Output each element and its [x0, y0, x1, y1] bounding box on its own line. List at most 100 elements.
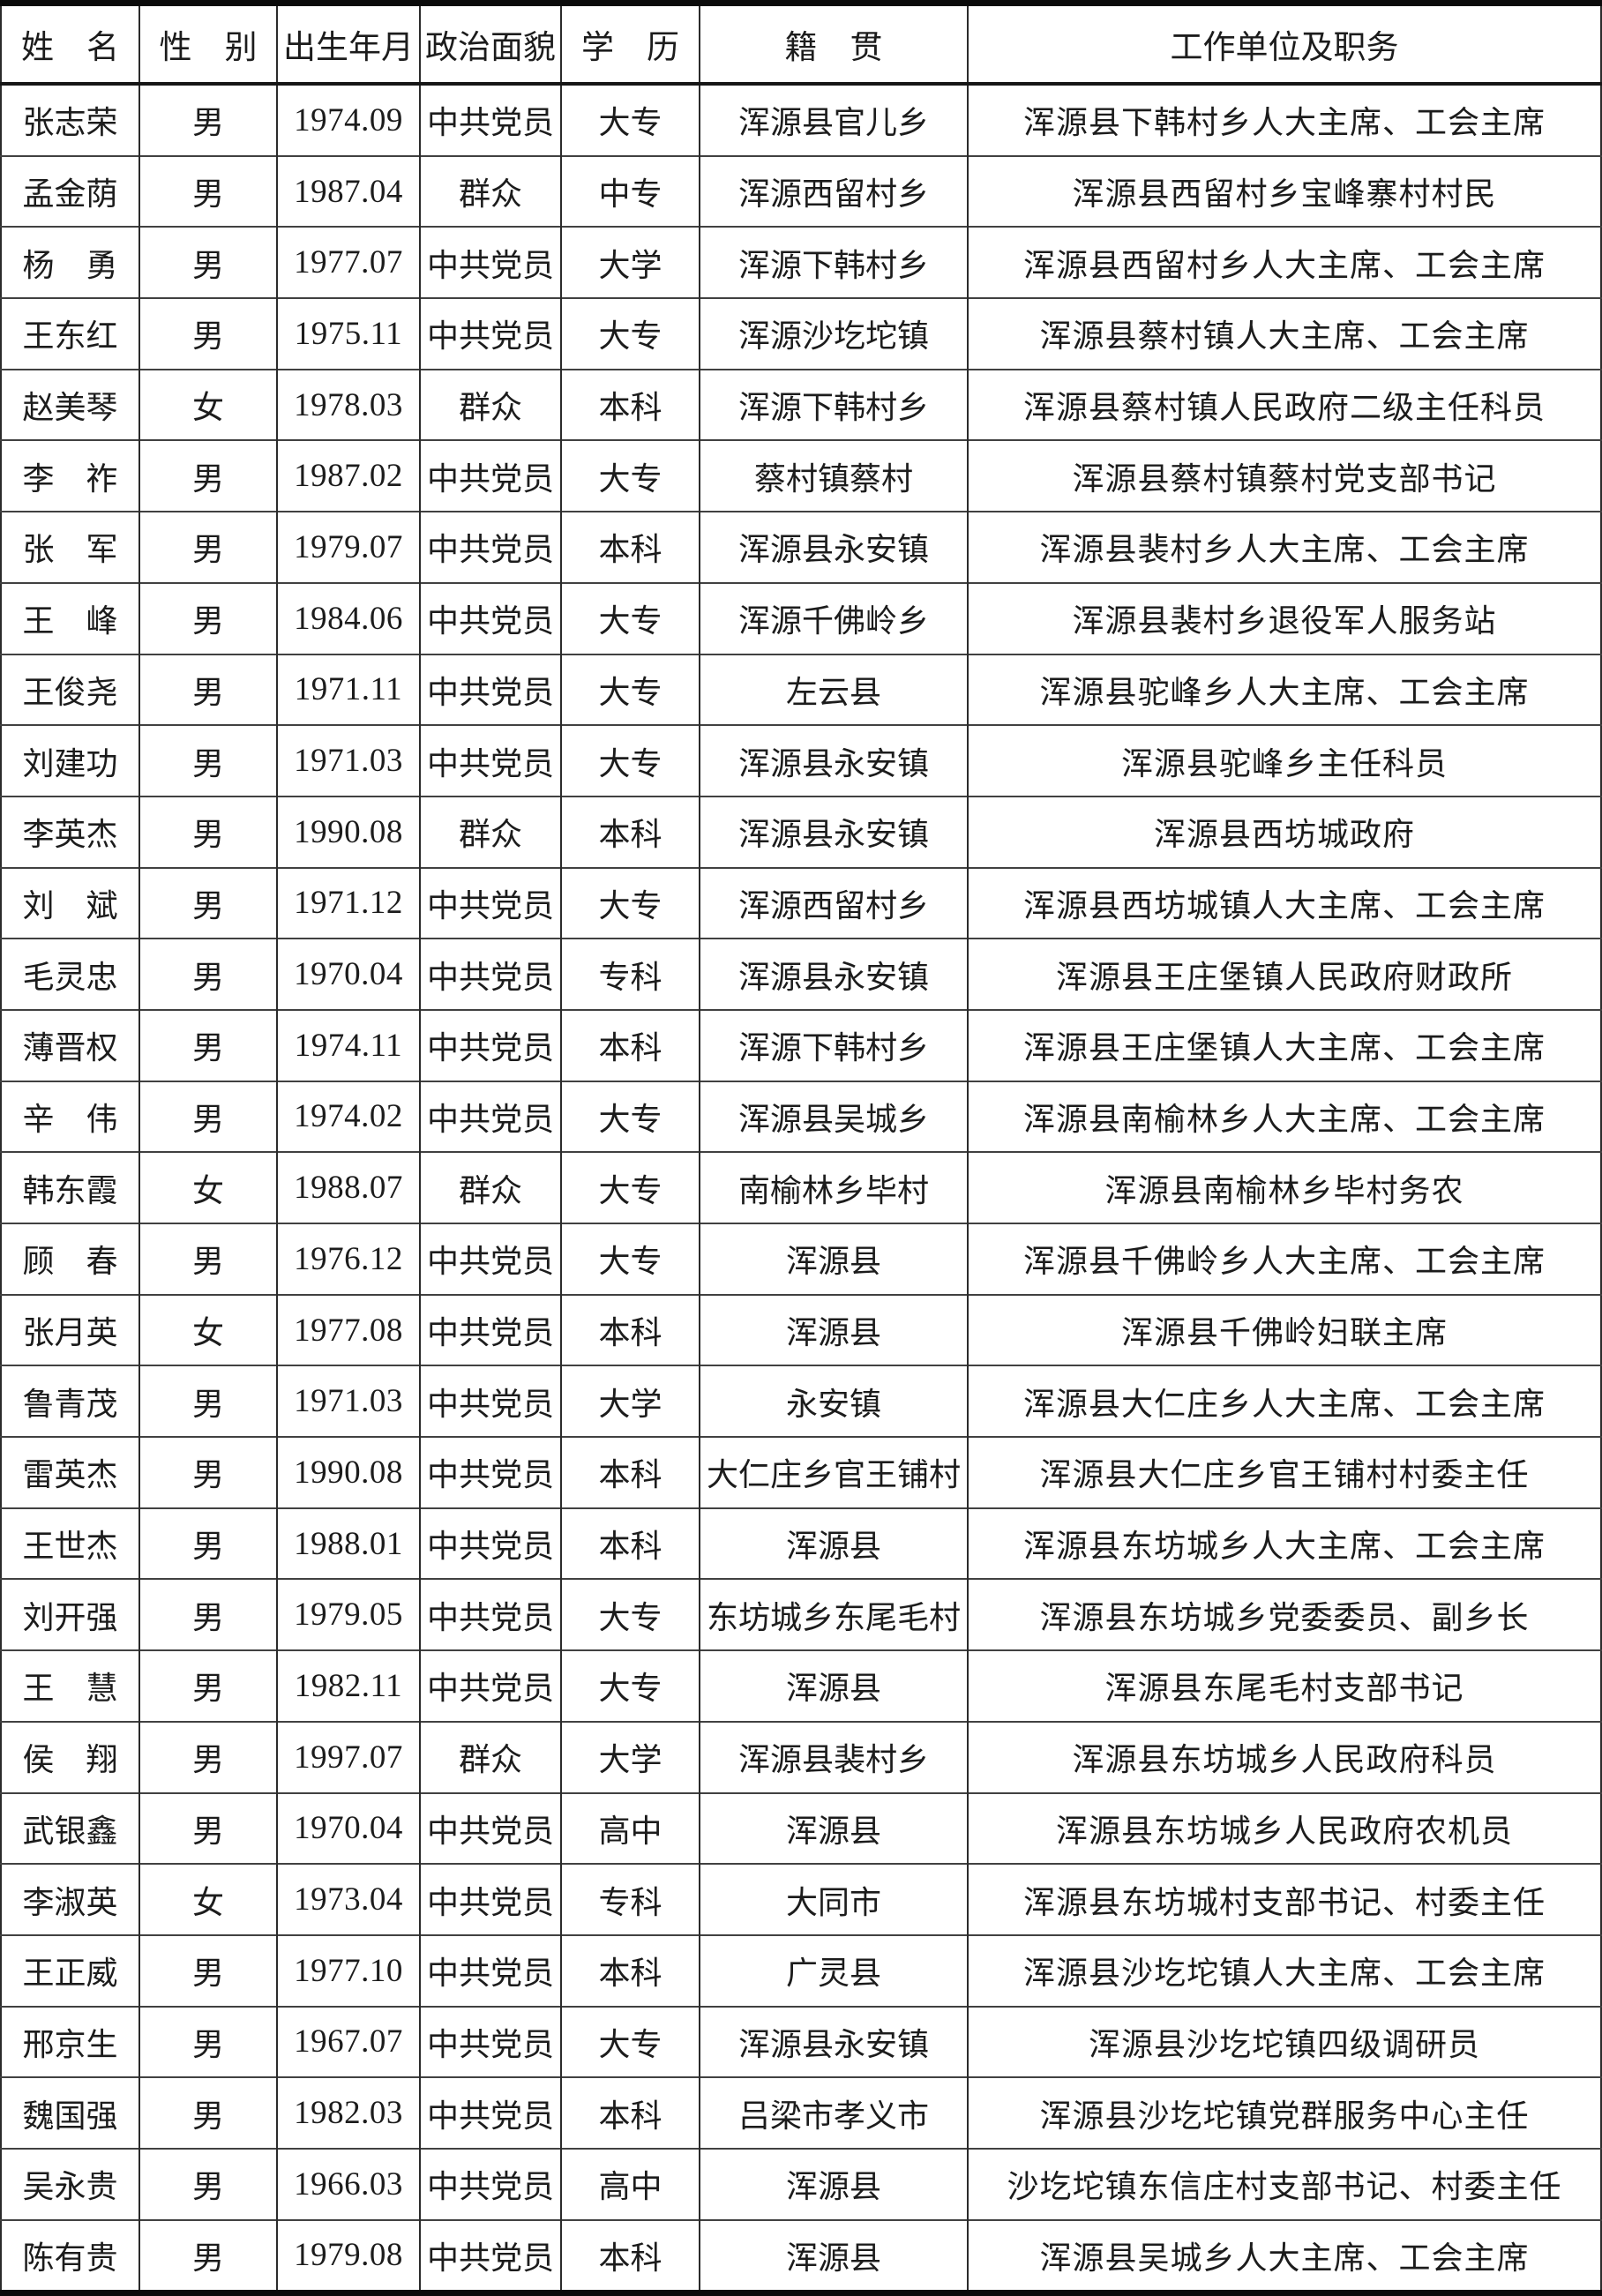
- cell-political: 中共党员: [419, 2005, 561, 2078]
- cell-political: 中共党员: [419, 1293, 561, 1366]
- cell-work: 浑源县吴城乡人大主席、工会主席: [967, 2218, 1601, 2293]
- table-row: 杨 勇 男 1977.07 中共党员 大学 浑源下韩村乡 浑源县西留村乡人大主席…: [1, 226, 1601, 299]
- cell-education: 大专: [560, 581, 700, 654]
- cell-political: 中共党员: [419, 439, 561, 512]
- cell-gender: 男: [138, 2218, 277, 2293]
- cell-native: 浑源县裴村乡: [699, 1720, 968, 1793]
- cell-political: 中共党员: [419, 2147, 561, 2220]
- table-row: 王世杰 男 1988.01 中共党员 本科 浑源县 浑源县东坊城乡人大主席、工会…: [1, 1507, 1601, 1580]
- table-row: 张 军 男 1979.07 中共党员 本科 浑源县永安镇 浑源县裴村乡人大主席、…: [1, 511, 1601, 583]
- cell-political: 中共党员: [419, 1080, 561, 1153]
- table-row: 王 峰 男 1984.06 中共党员 大专 浑源千佛岭乡 浑源县裴村乡退役军人服…: [1, 581, 1601, 654]
- cell-name: 张志荣: [1, 83, 139, 156]
- cell-gender: 女: [138, 1293, 277, 1366]
- table-row: 孟金荫 男 1987.04 群众 中专 浑源西留村乡 浑源县西留村乡宝峰寨村村民: [1, 154, 1601, 228]
- cell-work: 浑源县沙圪坨镇四级调研员: [967, 2005, 1601, 2078]
- cell-native: 东坊城乡东尾毛村: [699, 1578, 968, 1651]
- cell-gender: 男: [138, 2005, 277, 2078]
- cell-birth: 1973.04: [276, 1863, 420, 1935]
- cell-native: 浑源县: [699, 1293, 968, 1366]
- cell-education: 中专: [560, 154, 700, 228]
- cell-gender: 男: [138, 297, 277, 370]
- cell-native: 浑源县永安镇: [699, 2005, 968, 2078]
- cell-native: 浑源沙圪坨镇: [699, 297, 968, 370]
- cell-name: 孟金荫: [1, 154, 139, 228]
- cell-education: 本科: [560, 511, 700, 583]
- cell-education: 大专: [560, 653, 700, 726]
- cell-work: 浑源县东坊城村支部书记、村委主任: [967, 1863, 1601, 1935]
- cell-work: 浑源县裴村乡退役军人服务站: [967, 581, 1601, 654]
- cell-education: 大专: [560, 1223, 700, 1295]
- cell-political: 中共党员: [419, 1933, 561, 2007]
- cell-native: 浑源县: [699, 1791, 968, 1865]
- cell-name: 王俊尧: [1, 653, 139, 726]
- cell-native: 浑源千佛岭乡: [699, 581, 968, 654]
- cell-gender: 男: [138, 1008, 277, 1081]
- cell-native: 蔡村镇蔡村: [699, 439, 968, 512]
- cell-name: 雷英杰: [1, 1436, 139, 1508]
- cell-work: 浑源县大仁庄乡官王铺村村委主任: [967, 1436, 1601, 1508]
- cell-native: 吕梁市孝义市: [699, 2076, 968, 2149]
- cell-education: 大学: [560, 226, 700, 299]
- column-header-name: 姓 名: [1, 3, 139, 86]
- cell-political: 中共党员: [419, 1365, 561, 1438]
- cell-gender: 男: [138, 866, 277, 939]
- cell-native: 大仁庄乡官王铺村: [699, 1436, 968, 1508]
- cell-political: 中共党员: [419, 653, 561, 726]
- cell-birth: 1971.12: [276, 866, 420, 939]
- cell-gender: 男: [138, 1649, 277, 1722]
- cell-education: 高中: [560, 1791, 700, 1865]
- table-row: 毛灵忠 男 1970.04 中共党员 专科 浑源县永安镇 浑源县王庄堡镇人民政府…: [1, 938, 1601, 1010]
- cell-native: 浑源下韩村乡: [699, 226, 968, 299]
- cell-native: 南榆林乡毕村: [699, 1151, 968, 1223]
- cell-gender: 男: [138, 581, 277, 654]
- table-row: 魏国强 男 1982.03 中共党员 本科 吕梁市孝义市 浑源县沙圪坨镇党群服务…: [1, 2076, 1601, 2149]
- cell-education: 本科: [560, 1933, 700, 2007]
- cell-political: 中共党员: [419, 1791, 561, 1865]
- cell-political: 中共党员: [419, 2218, 561, 2293]
- cell-gender: 男: [138, 1933, 277, 2007]
- cell-education: 大专: [560, 83, 700, 156]
- cell-birth: 1971.03: [276, 724, 420, 796]
- cell-work: 浑源县蔡村镇人民政府二级主任科员: [967, 368, 1601, 441]
- table-row: 王东红 男 1975.11 中共党员 大专 浑源沙圪坨镇 浑源县蔡村镇人大主席、…: [1, 297, 1601, 370]
- cell-native: 浑源西留村乡: [699, 154, 968, 228]
- cell-birth: 1974.09: [276, 83, 420, 156]
- table-row: 王 慧 男 1982.11 中共党员 大专 浑源县 浑源县东尾毛村支部书记: [1, 1649, 1601, 1722]
- header-row: 姓 名 性 别 出生年月 政治面貌 学 历 籍 贯 工作单位及职务: [1, 3, 1601, 86]
- column-header-birth: 出生年月: [276, 3, 420, 86]
- cell-name: 辛 伟: [1, 1080, 139, 1153]
- cell-native: 浑源县: [699, 2218, 968, 2293]
- cell-gender: 男: [138, 154, 277, 228]
- cell-work: 浑源县王庄堡镇人大主席、工会主席: [967, 1008, 1601, 1081]
- cell-native: 浑源下韩村乡: [699, 1008, 968, 1081]
- cell-political: 中共党员: [419, 1649, 561, 1722]
- cell-name: 韩东霞: [1, 1151, 139, 1223]
- cell-political: 群众: [419, 1720, 561, 1793]
- cell-name: 毛灵忠: [1, 938, 139, 1010]
- cell-native: 永安镇: [699, 1365, 968, 1438]
- cell-education: 本科: [560, 2076, 700, 2149]
- cell-political: 群众: [419, 368, 561, 441]
- cell-birth: 1976.12: [276, 1223, 420, 1295]
- table-row: 辛 伟 男 1974.02 中共党员 大专 浑源县吴城乡 浑源县南榆林乡人大主席…: [1, 1080, 1601, 1153]
- cell-education: 大专: [560, 1151, 700, 1223]
- cell-native: 浑源县: [699, 1223, 968, 1295]
- cell-name: 邢京生: [1, 2005, 139, 2078]
- cell-gender: 男: [138, 511, 277, 583]
- cell-birth: 1982.03: [276, 2076, 420, 2149]
- cell-name: 鲁青茂: [1, 1365, 139, 1438]
- column-header-work: 工作单位及职务: [967, 3, 1601, 86]
- cell-name: 侯 翔: [1, 1720, 139, 1793]
- cell-birth: 1977.07: [276, 226, 420, 299]
- cell-political: 中共党员: [419, 1008, 561, 1081]
- cell-birth: 1990.08: [276, 1436, 420, 1508]
- cell-name: 赵美琴: [1, 368, 139, 441]
- cell-work: 浑源县西坊城政府: [967, 795, 1601, 868]
- cell-native: 浑源县: [699, 2147, 968, 2220]
- table-row: 李英杰 男 1990.08 群众 本科 浑源县永安镇 浑源县西坊城政府: [1, 795, 1601, 868]
- cell-work: 浑源县驼峰乡主任科员: [967, 724, 1601, 796]
- table-row: 王正威 男 1977.10 中共党员 本科 广灵县 浑源县沙圪坨镇人大主席、工会…: [1, 1933, 1601, 2007]
- cell-work: 浑源县东坊城乡党委委员、副乡长: [967, 1578, 1601, 1651]
